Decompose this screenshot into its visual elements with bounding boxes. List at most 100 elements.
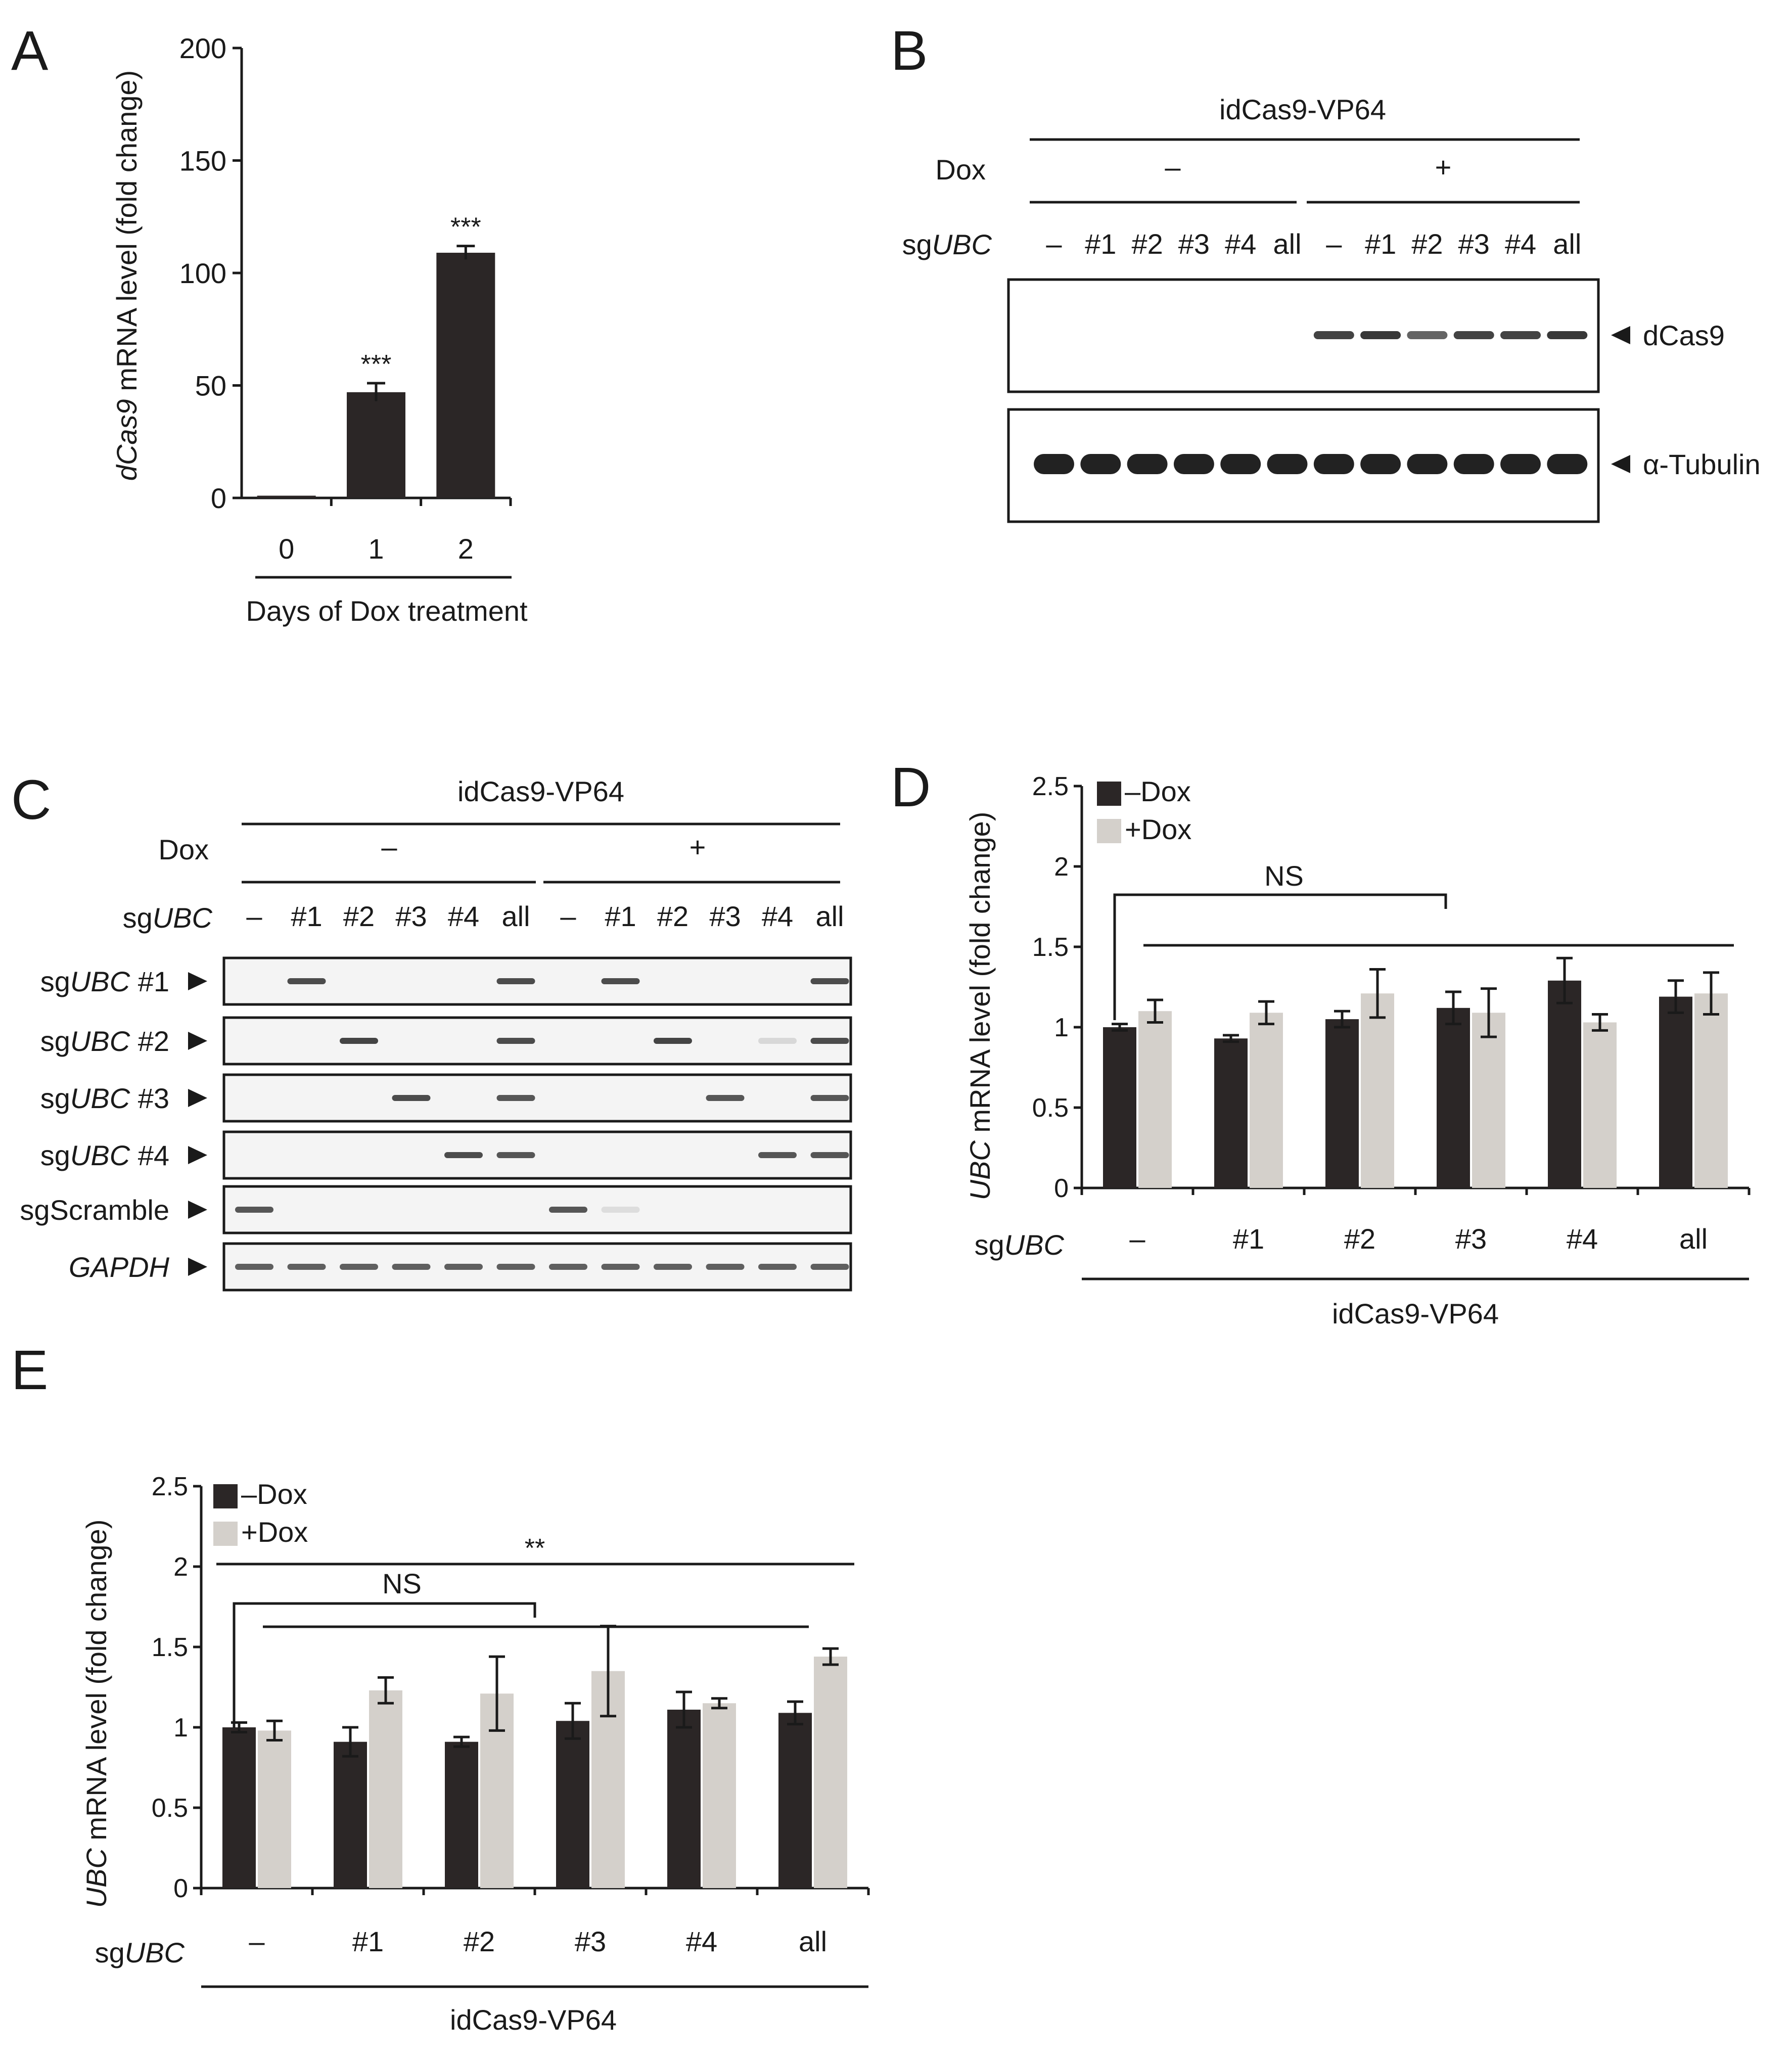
panel-e-category-label: #3 xyxy=(575,1926,606,1957)
panel-e-bar-plus-dox xyxy=(703,1703,736,1888)
panel-e-sg-gene: UBC xyxy=(125,1937,185,1968)
panel-c-gel-lane-box xyxy=(222,1073,852,1123)
panel-b-band-dcas9 xyxy=(1453,331,1494,339)
panel-e-bar-plus-dox xyxy=(814,1657,847,1888)
panel-c-arrow-icon xyxy=(188,972,207,990)
panel-c-gel-row-prefix: sg xyxy=(40,1082,70,1114)
panel-b-lane-labels: – #1 #2 #3 #4 all – #1 #2 #3 #4 all xyxy=(1046,228,1581,260)
panel-c-gel-lane-box xyxy=(222,1130,852,1180)
panel-c-gel-band xyxy=(287,1264,326,1270)
panel-d-ytick-label: 0 xyxy=(1054,1174,1069,1203)
panel-b-lane-label: #4 xyxy=(1505,228,1536,260)
panel-c-gel-band xyxy=(496,978,535,984)
panel-d-bar-plus-dox xyxy=(1694,993,1728,1188)
panel-d-brackets xyxy=(1113,893,1734,1020)
panel-c-gel-lane-box xyxy=(222,1185,852,1234)
panel-c-gel-band xyxy=(235,1207,273,1213)
panel-b-lane-label: – xyxy=(1326,228,1342,260)
panel-e-ytick-label: 0 xyxy=(173,1874,188,1903)
panel-e-legend-label-plus: +Dox xyxy=(241,1516,308,1548)
panel-c-gel-band xyxy=(549,1264,587,1270)
panel-c-gel-row-label: sgUBC #2 xyxy=(40,1025,169,1057)
panel-c-gel-row-suffix: #1 xyxy=(130,966,169,997)
panel-d-sg-gene: UBC xyxy=(1004,1229,1065,1261)
panel-c-lane-label: #3 xyxy=(395,900,427,932)
panel-e-bar-minus-dox xyxy=(445,1741,478,1888)
panel-a-ytick-label: 100 xyxy=(179,257,226,289)
panel-b-band-dcas9 xyxy=(1547,331,1588,339)
panel-c-lane-label: #2 xyxy=(657,900,688,932)
panel-d-bar-minus-dox xyxy=(1659,996,1692,1188)
panel-c-lane-label: all xyxy=(815,900,844,932)
panel-d-ylabel-rest: mRNA level (fold change) xyxy=(964,812,996,1141)
panel-e-bar-plus-dox xyxy=(369,1690,402,1888)
panel-c-lane-label: #1 xyxy=(291,900,322,932)
panel-d-ytick-label: 2.5 xyxy=(1032,772,1069,801)
panel-d-axes: 0 0.5 1 1.5 2 2.5 – #1 #2 #3 #4 all xyxy=(1032,772,1751,1255)
panel-c-gel-band xyxy=(392,1264,431,1270)
panel-a-xtick-label: 1 xyxy=(368,533,384,565)
panel-b-dox-plus: + xyxy=(1435,151,1452,183)
panel-b-lane-label: #2 xyxy=(1131,228,1163,260)
panel-d-ylabel-gene: UBC xyxy=(964,1140,996,1201)
panel-b-lane-label: – xyxy=(1046,228,1062,260)
panel-e-bar-minus-dox xyxy=(778,1713,812,1888)
panel-b-lane-label: all xyxy=(1553,228,1581,260)
panel-e-category-label: – xyxy=(249,1926,265,1957)
panel-letter-c: C xyxy=(11,769,51,831)
panel-c-gel-row-suffix: #3 xyxy=(130,1082,169,1114)
panel-d-category-label: all xyxy=(1679,1223,1708,1255)
panel-b-blot-label-tubulin: α-Tubulin xyxy=(1643,448,1761,480)
panel-c-gel-band xyxy=(549,1207,587,1213)
panel-c-gel-band xyxy=(810,1264,849,1270)
panel-a-bar xyxy=(436,252,495,498)
panel-b-band-tubulin xyxy=(1173,454,1214,474)
panel-c-gel-row-gene: UBC xyxy=(70,1139,130,1171)
panel-c-gel-band xyxy=(287,978,326,984)
panel-a-ylabel: dCas9 mRNA level (fold change) xyxy=(111,70,143,481)
panel-b-band-tubulin xyxy=(1407,454,1448,474)
panel-c-gel-row-gene: UBC xyxy=(70,1025,130,1057)
panel-d-ytick-label: 1.5 xyxy=(1032,933,1069,962)
panel-d-bar-minus-dox xyxy=(1103,1027,1136,1188)
panel-c-gel-row-suffix: #4 xyxy=(130,1139,169,1171)
panel-b-lane-label: all xyxy=(1273,228,1301,260)
panel-e-bar-plus-dox xyxy=(258,1730,291,1888)
panel-c-lane-labels: – #1 #2 #3 #4 all – #1 #2 #3 #4 all xyxy=(246,900,844,932)
panel-d-legend-label-plus: +Dox xyxy=(1125,813,1191,845)
panel-c-gel-band xyxy=(601,978,640,984)
panel-c-gel-band xyxy=(706,1264,745,1270)
panel-c-gel-band xyxy=(810,1152,849,1158)
panel-e-legend-swatch-plus xyxy=(213,1522,238,1546)
panel-e-sg-label: sgUBC xyxy=(95,1937,185,1968)
panel-d-category-label: – xyxy=(1129,1223,1145,1255)
panel-c-lane-label: #1 xyxy=(605,900,636,932)
panel-b-sg-gene: UBC xyxy=(932,228,992,260)
panel-d-category-label: #1 xyxy=(1233,1223,1264,1255)
panel-c-gel-band xyxy=(706,1095,745,1101)
panel-e-ylabel-gene: UBC xyxy=(80,1848,112,1908)
panel-d-category-label: #3 xyxy=(1455,1223,1487,1255)
panel-c-gel-row-prefix: sg xyxy=(40,1025,70,1057)
panel-c-gel-row-label: sgScramble xyxy=(20,1194,169,1226)
panel-d-category-label: #4 xyxy=(1567,1223,1598,1255)
panel-b-band-tubulin xyxy=(1453,454,1494,474)
panel-d-sg-prefix: sg xyxy=(975,1229,1004,1261)
panel-c-dox-plus: + xyxy=(690,831,706,863)
panel-c-gel-band xyxy=(340,1038,378,1044)
panel-c-lane-label: #2 xyxy=(343,900,375,932)
panel-d-ytick-label: 2 xyxy=(1054,852,1069,882)
panel-c-lane-label: #4 xyxy=(762,900,793,932)
panel-c-gel-band xyxy=(758,1038,797,1044)
panel-d-legend-label-minus: –Dox xyxy=(1125,775,1191,807)
panel-d-annotation-ns: NS xyxy=(1264,860,1304,892)
panel-c-gel-row-gene: UBC xyxy=(70,1082,130,1114)
panel-c-gel-band xyxy=(496,1152,535,1158)
panel-b-arrow-dcas9-icon xyxy=(1611,326,1630,344)
panel-e-category-label: all xyxy=(799,1926,827,1957)
panel-e-legend-label-minus: –Dox xyxy=(241,1478,307,1510)
panel-a-bar xyxy=(257,495,316,498)
panel-a-ytick-label: 50 xyxy=(195,370,226,402)
panel-e-ytick-label: 1.5 xyxy=(152,1633,188,1662)
